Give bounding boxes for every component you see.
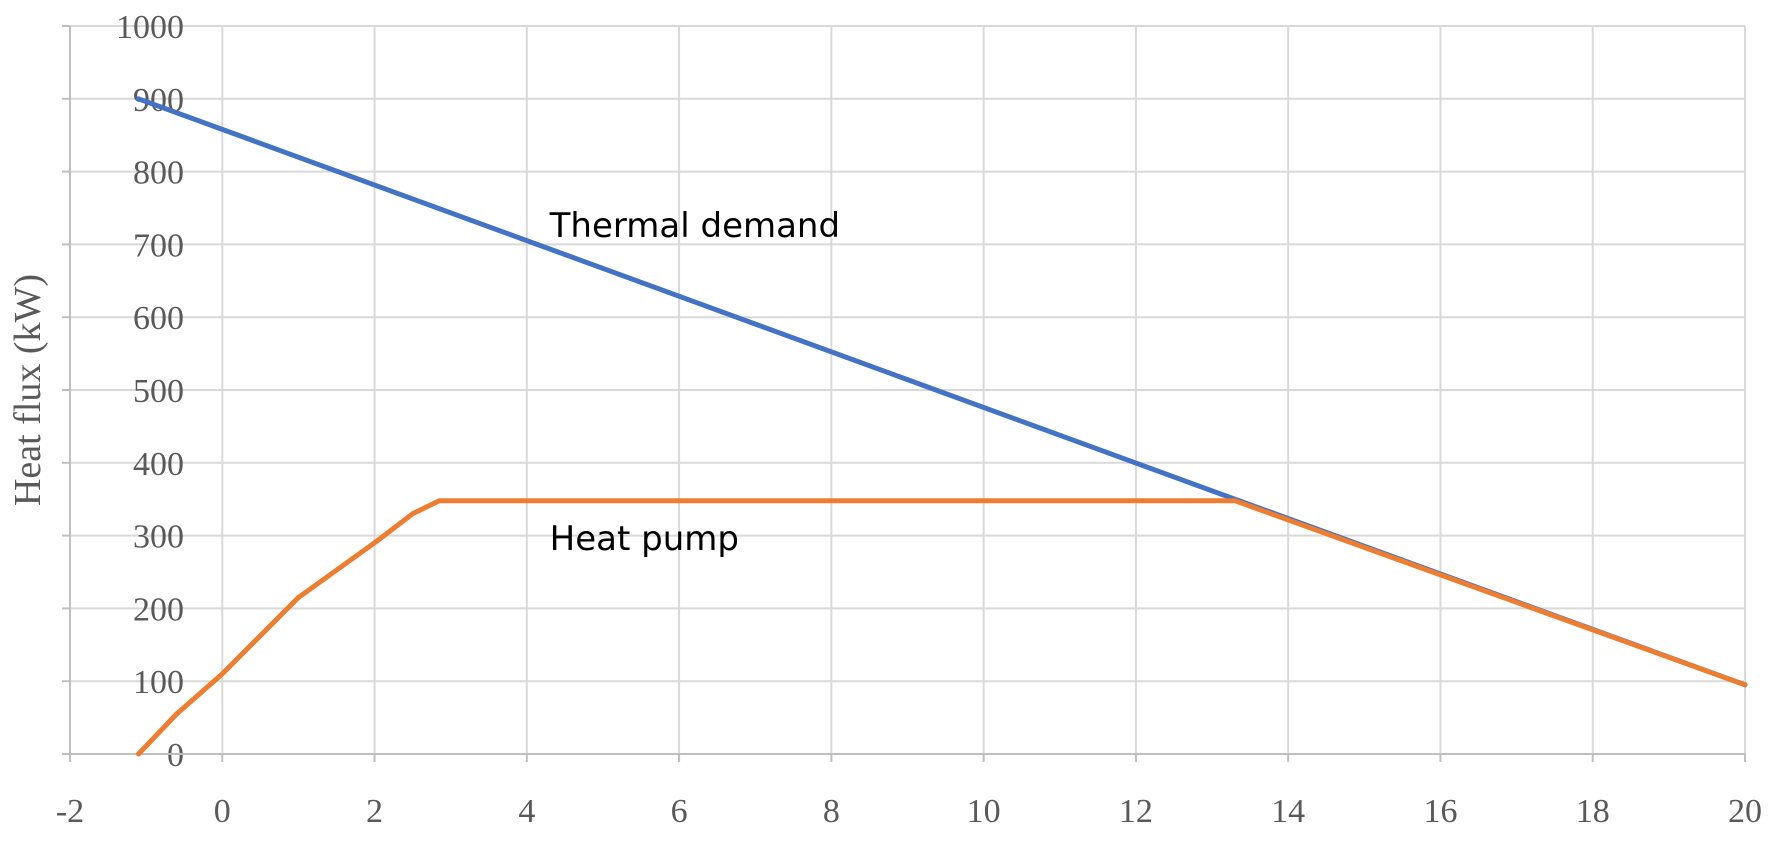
y-axis-title: Heat flux (kW) bbox=[7, 274, 49, 506]
series-label-heat-pump: Heat pump bbox=[550, 519, 739, 559]
x-tick-label: 16 bbox=[1423, 793, 1457, 830]
x-tick-label: 18 bbox=[1576, 793, 1610, 830]
y-tick-label: 400 bbox=[133, 446, 184, 483]
series-label-thermal-demand: Thermal demand bbox=[549, 206, 840, 246]
x-tick-label: -2 bbox=[56, 793, 84, 830]
series-line-heat-pump bbox=[136, 498, 1748, 757]
y-tick-label: 500 bbox=[133, 373, 184, 410]
x-tick-label: 12 bbox=[1119, 793, 1153, 830]
y-tick-label: 200 bbox=[133, 591, 184, 628]
y-tick-label: 600 bbox=[133, 300, 184, 337]
x-tick-label: 2 bbox=[366, 793, 383, 830]
grid bbox=[70, 25, 1746, 754]
x-tick-label: 20 bbox=[1728, 793, 1762, 830]
x-tick-label: 8 bbox=[823, 793, 840, 830]
axes: -2 0 2 4 6 8 10 12 14 16 18 20010020030040050060070… bbox=[56, 9, 1762, 830]
annotations: Thermal demand Heat pump bbox=[549, 206, 840, 559]
y-tick-label: 1000 bbox=[116, 9, 184, 46]
series-lines bbox=[136, 96, 1748, 757]
x-tick-label: 0 bbox=[214, 793, 231, 830]
y-tick-label: 700 bbox=[133, 227, 184, 264]
y-tick-label: 300 bbox=[133, 519, 184, 556]
y-tick-label: 0 bbox=[167, 737, 184, 774]
y-tick-label: 800 bbox=[133, 155, 184, 192]
x-tick-label: 14 bbox=[1271, 793, 1305, 830]
x-tick-label: 6 bbox=[671, 793, 688, 830]
y-tick-label: 100 bbox=[133, 664, 184, 701]
x-tick-label: 4 bbox=[518, 793, 535, 830]
x-tick-label: 10 bbox=[967, 793, 1001, 830]
